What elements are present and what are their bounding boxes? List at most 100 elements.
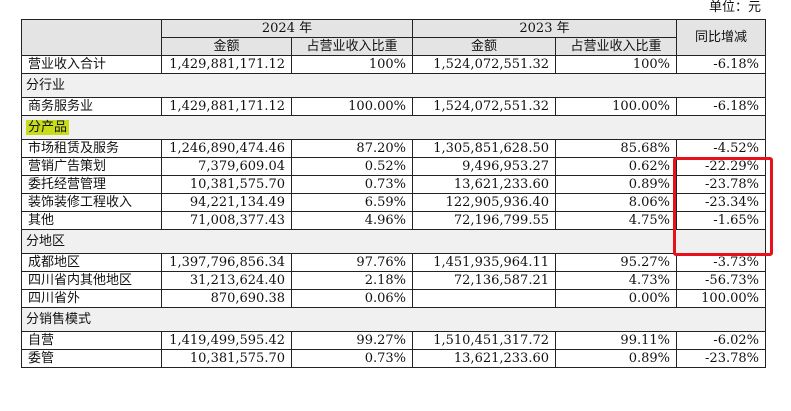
yoy-change: -6.02%	[676, 331, 766, 350]
table-row: 营销广告策划 7,379,609.04 0.52% 9,496,953.27 0.62%…	[21, 157, 766, 176]
yoy-change: -6.18%	[676, 97, 766, 116]
table-row: 自营 1,419,499,595.42 99.27% 1,510,451,317.72…	[21, 331, 766, 350]
amount-2024: 1,429,881,171.12	[161, 97, 292, 116]
yoy-change: -56.73%	[676, 271, 766, 290]
table-row: 委托经营管理 10,381,575.70 0.73% 13,621,233.60 0.8…	[21, 175, 766, 194]
amount-2023: 9,496,953.27	[412, 157, 556, 176]
amount-2023: 1,524,072,551.32	[412, 55, 556, 74]
yoy-change: -4.52%	[676, 139, 766, 158]
yoy-change: -3.73%	[676, 253, 766, 272]
share-2024: 0.73%	[291, 349, 413, 368]
share-2023: 8.06%	[555, 193, 677, 212]
share-2024: 0.52%	[291, 157, 413, 176]
share-2023: 100.00%	[555, 97, 677, 116]
share-2024: 0.06%	[291, 289, 413, 308]
header-amount-2024: 金额	[161, 37, 292, 56]
table-row: 成都地区 1,397,796,856.34 97.76% 1,451,935,964.…	[21, 253, 766, 272]
section-title-cell: 分销售模式	[21, 307, 766, 332]
amount-2024: 1,246,890,474.46	[161, 139, 292, 158]
amount-2024: 94,221,134.49	[161, 193, 292, 212]
share-2024: 100.00%	[291, 97, 413, 116]
amount-2024: 1,429,881,171.12	[161, 55, 292, 74]
table-row: 四川省内其他地区 31,213,624.40 2.18% 72,136,587.21 4…	[21, 271, 766, 290]
table-row: 装饰装修工程收入 94,221,134.49 6.59% 122,905,936.40…	[21, 193, 766, 212]
section-header-region: 分地区	[21, 229, 766, 254]
unit-label: 单位：元	[708, 0, 761, 15]
amount-2024: 1,419,499,595.42	[161, 331, 292, 350]
share-2024: 97.76%	[291, 253, 413, 272]
amount-2023: 122,905,936.40	[412, 193, 556, 212]
section-title-cell: 分行业	[21, 73, 766, 98]
row-label: 委管	[21, 349, 162, 368]
share-2023: 95.27%	[555, 253, 677, 272]
section-title-cell: 分产品	[21, 115, 766, 140]
share-2023: 85.68%	[555, 139, 677, 158]
row-label: 营销广告策划	[21, 157, 162, 176]
amount-2023: 72,196,799.55	[412, 211, 556, 230]
row-label: 装饰装修工程收入	[21, 193, 162, 212]
row-label: 自营	[21, 331, 162, 350]
share-2024: 100%	[291, 55, 413, 74]
header-year-2023: 2023 年	[412, 19, 677, 38]
share-2023: 0.00%	[555, 289, 677, 308]
total-row: 营业收入合计 1,429,881,171.12 100% 1,524,072,5…	[21, 55, 766, 74]
header-amount-2023: 金额	[412, 37, 556, 56]
amount-2024: 10,381,575.70	[161, 349, 292, 368]
annotation-box	[673, 157, 773, 256]
amount-2024: 1,397,796,856.34	[161, 253, 292, 272]
section-title: 分行业	[26, 78, 66, 93]
row-label: 市场租赁及服务	[21, 139, 162, 158]
share-2024: 87.20%	[291, 139, 413, 158]
row-label: 其他	[21, 211, 162, 230]
amount-2024: 31,213,624.40	[161, 271, 292, 290]
share-2023: 0.62%	[555, 157, 677, 176]
share-2024: 99.27%	[291, 331, 413, 350]
amount-2023: 1,451,935,964.11	[412, 253, 556, 272]
table-row: 其他 71,008,377.43 4.96% 72,196,799.55 4.75% -1…	[21, 211, 766, 230]
row-label: 商务服务业	[21, 97, 162, 116]
amount-2023	[412, 289, 556, 308]
table-row: 委管 10,381,575.70 0.73% 13,621,233.60 0.89% -2…	[21, 349, 766, 368]
section-title: 分产品	[26, 120, 70, 135]
row-label: 营业收入合计	[21, 55, 162, 74]
share-2024: 4.96%	[291, 211, 413, 230]
amount-2023: 13,621,233.60	[412, 175, 556, 194]
share-2023: 0.89%	[555, 349, 677, 368]
section-title-cell: 分地区	[21, 229, 766, 254]
share-2024: 6.59%	[291, 193, 413, 212]
section-title: 分销售模式	[26, 312, 92, 327]
share-2024: 0.73%	[291, 175, 413, 194]
row-label: 委托经营管理	[21, 175, 162, 194]
share-2023: 0.89%	[555, 175, 677, 194]
section-title: 分地区	[26, 234, 66, 249]
table-row: 四川省外 870,690.38 0.06% 0.00% 100.00%	[21, 289, 766, 308]
revenue-breakdown-table: 2024 年 2023 年 同比增减 金额 占营业收入比重 金额 占营业收入比重…	[21, 19, 766, 368]
header-row-years: 2024 年 2023 年 同比增减	[21, 19, 766, 56]
share-2024: 2.18%	[291, 271, 413, 290]
share-2023: 99.11%	[555, 331, 677, 350]
yoy-change: 100.00%	[676, 289, 766, 308]
share-2023: 4.73%	[555, 271, 677, 290]
amount-2023: 72,136,587.21	[412, 271, 556, 290]
amount-2024: 870,690.38	[161, 289, 292, 308]
section-header-sales-mode: 分销售模式	[21, 307, 766, 332]
amount-2024: 10,381,575.70	[161, 175, 292, 194]
row-label: 成都地区	[21, 253, 162, 272]
amount-2023: 1,510,451,317.72	[412, 331, 556, 350]
row-label: 四川省外	[21, 289, 162, 308]
section-header-product: 分产品	[21, 115, 766, 140]
yoy-change: -23.34%	[676, 193, 766, 212]
table-row: 商务服务业 1,429,881,171.12 100.00% 1,524,072,55…	[21, 97, 766, 116]
header-share-2024: 占营业收入比重	[291, 37, 413, 56]
amount-2023: 13,621,233.60	[412, 349, 556, 368]
amount-2024: 7,379,609.04	[161, 157, 292, 176]
yoy-change: -23.78%	[676, 349, 766, 368]
header-year-2024: 2024 年	[161, 19, 413, 38]
table-row: 市场租赁及服务 1,246,890,474.46 87.20% 1,305,851,6…	[21, 139, 766, 158]
header-yoy: 同比增减	[676, 19, 766, 56]
share-2023: 100%	[555, 55, 677, 74]
header-share-2023: 占营业收入比重	[555, 37, 677, 56]
amount-2024: 71,008,377.43	[161, 211, 292, 230]
header-blank-cell	[21, 19, 162, 56]
share-2023: 4.75%	[555, 211, 677, 230]
